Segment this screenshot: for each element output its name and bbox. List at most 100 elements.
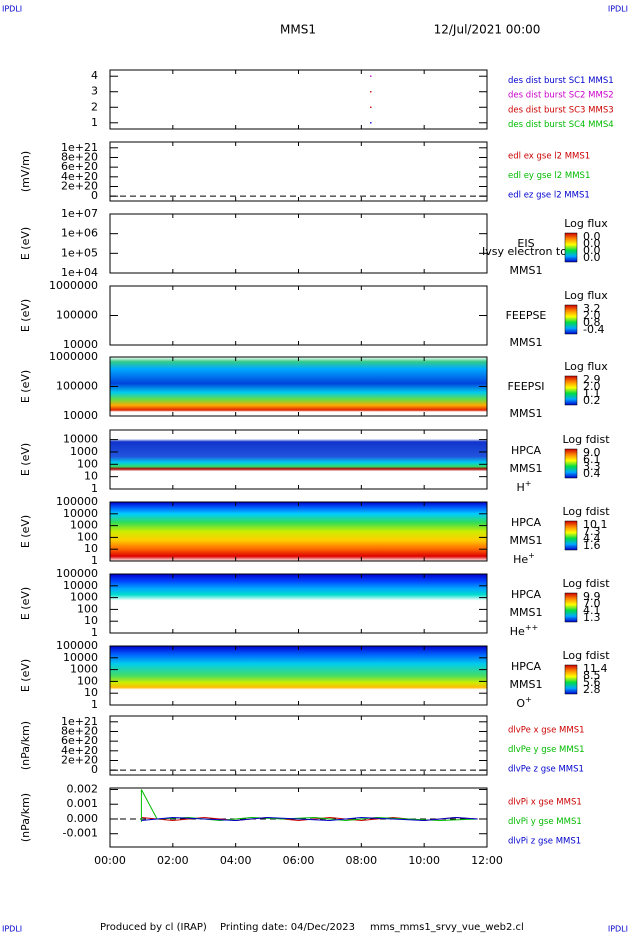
instrument-label: HPCA — [511, 516, 542, 529]
instrument-label: MMS1 — [510, 264, 543, 277]
colorbar — [564, 664, 578, 695]
y-tick-label: 1000 — [70, 663, 98, 676]
y-tick-label: 1e+04 — [61, 266, 98, 279]
spectrogram-fill — [110, 286, 487, 345]
instrument-label: MMS1 — [510, 606, 543, 619]
colorbar-tick-label: 0.0 — [583, 251, 601, 264]
corner-mark: IPDLI — [608, 5, 628, 14]
y-axis-label: E (eV) — [19, 515, 32, 548]
y-tick-label: 10 — [84, 614, 98, 627]
ion-charge: + — [525, 479, 532, 488]
date: 12/Jul/2021 00:00 — [434, 23, 541, 37]
legend-entry: des dist burst SC2 MMS2 — [508, 91, 614, 101]
point — [370, 122, 372, 124]
ion-label: H+ — [517, 479, 532, 495]
title: MMS1 — [280, 23, 316, 37]
legend-entry: des dist burst SC1 MMS1 — [508, 76, 614, 86]
colorbar-tick-label: 3.3 — [583, 460, 601, 473]
x-tick-label: 00:00 — [94, 854, 126, 867]
ion-label: He++ — [510, 623, 538, 639]
y-tick-label: 6e+20 — [61, 160, 98, 173]
colorbar-tick-label: 2.0 — [583, 380, 601, 393]
y-tick-label: 1 — [91, 482, 98, 495]
footer-file: mms_mms1_srvy_vue_web2.cl — [370, 922, 524, 933]
y-tick-label: 100000 — [56, 567, 98, 580]
colorbar-tick-label: 11.4 — [583, 662, 608, 675]
y-axis-label: (nPa/km) — [19, 793, 32, 842]
y-tick-label: 100 — [77, 457, 98, 470]
spectrogram-fill — [110, 430, 487, 489]
x-tick-label: 02:00 — [157, 854, 189, 867]
y-axis-label: E (eV) — [19, 370, 32, 403]
panel-frame — [109, 787, 488, 848]
ion-charge: + — [525, 695, 532, 704]
colorbar — [564, 375, 578, 406]
instrument-label: HPCA — [511, 588, 542, 601]
footer-produced: Produced by cl (IRAP) — [100, 922, 207, 933]
point — [370, 91, 372, 93]
point — [370, 75, 372, 77]
y-tick-label: 0.001 — [67, 797, 99, 810]
instrument-label: HPCA — [511, 444, 542, 457]
colorbar-tick-label: 2.9 — [583, 373, 601, 386]
legend-entry: edl ex gse l2 MMS1 — [508, 151, 590, 161]
y-axis-label: (nPa/km) — [19, 721, 32, 770]
colorbar-tick-label: 0.0 — [583, 244, 601, 257]
colorbar-tick-label: 0.4 — [583, 467, 601, 480]
colorbar-tick-label: -0.4 — [583, 323, 604, 336]
ion-name: O — [516, 697, 525, 710]
legend-entry: dlvPi z gse MMS1 — [508, 837, 581, 847]
y-tick-label: -0.001 — [63, 827, 98, 840]
y-tick-label: 10000 — [63, 507, 98, 520]
corner-mark: IPDLI — [2, 5, 22, 14]
legend-entry: edl ez gse l2 MMS1 — [508, 191, 590, 201]
y-tick-label: 10 — [84, 686, 98, 699]
x-tick-label: 04:00 — [220, 854, 252, 867]
y-tick-label: 0 — [91, 189, 98, 202]
colorbar-tick-label: 4.4 — [583, 532, 601, 545]
x-tick-label: 08:00 — [345, 854, 377, 867]
legend-entry: dlvPi x gse MMS1 — [508, 797, 582, 807]
legend-entry: des dist burst SC3 MMS3 — [508, 105, 614, 115]
colorbar-title: Log flux — [564, 217, 608, 230]
y-tick-label: 100000 — [56, 639, 98, 652]
colorbar — [564, 592, 578, 623]
instrument-label: MMS1 — [510, 678, 543, 691]
y-tick-label: 4e+20 — [61, 744, 98, 757]
ion-label: O+ — [516, 695, 531, 711]
colorbar — [564, 520, 578, 551]
colorbar-title: Log fdist — [562, 577, 610, 590]
ion-label: He+ — [513, 551, 535, 567]
y-tick-label: 10000 — [63, 433, 98, 446]
corner-mark: IPDLI — [2, 925, 22, 934]
y-tick-label: 8e+20 — [61, 150, 98, 163]
y-axis-label: E (eV) — [19, 659, 32, 692]
colorbar-title: Log fdist — [562, 433, 610, 446]
x-tick-label: 06:00 — [283, 854, 315, 867]
y-tick-label: 4 — [91, 69, 98, 82]
y-axis-label: E (eV) — [19, 587, 32, 620]
colorbar — [564, 304, 578, 335]
y-axis-label: E (eV) — [19, 299, 32, 332]
y-tick-label: 1000 — [70, 445, 98, 458]
colorbar-tick-label: 0.2 — [583, 394, 601, 407]
y-tick-label: 1e+05 — [61, 246, 98, 259]
legend-entry: edl ey gse l2 MMS1 — [508, 171, 590, 181]
y-tick-label: 1e+07 — [61, 207, 98, 220]
y-tick-label: 1e+21 — [61, 141, 98, 154]
legend-entry: dlvPe x gse MMS1 — [508, 725, 585, 735]
y-tick-label: 1e+06 — [61, 227, 98, 240]
y-tick-label: 4e+20 — [61, 170, 98, 183]
colorbar-tick-label: 9.0 — [583, 446, 601, 459]
colorbar-tick-label: 2.8 — [583, 683, 601, 696]
y-axis-label: E (eV) — [19, 227, 32, 260]
colorbar-tick-label: 2.0 — [583, 309, 601, 322]
y-tick-label: 100 — [77, 674, 98, 687]
y-tick-label: 1 — [91, 116, 98, 129]
instrument-label: MMS1 — [510, 534, 543, 547]
colorbar-tick-label: 1.1 — [583, 387, 601, 400]
spectrogram-fill — [110, 502, 487, 561]
y-tick-label: 1000000 — [49, 350, 98, 363]
corner-mark: IPDLI — [608, 925, 628, 934]
legend-entry: dlvPe y gse MMS1 — [508, 745, 585, 755]
